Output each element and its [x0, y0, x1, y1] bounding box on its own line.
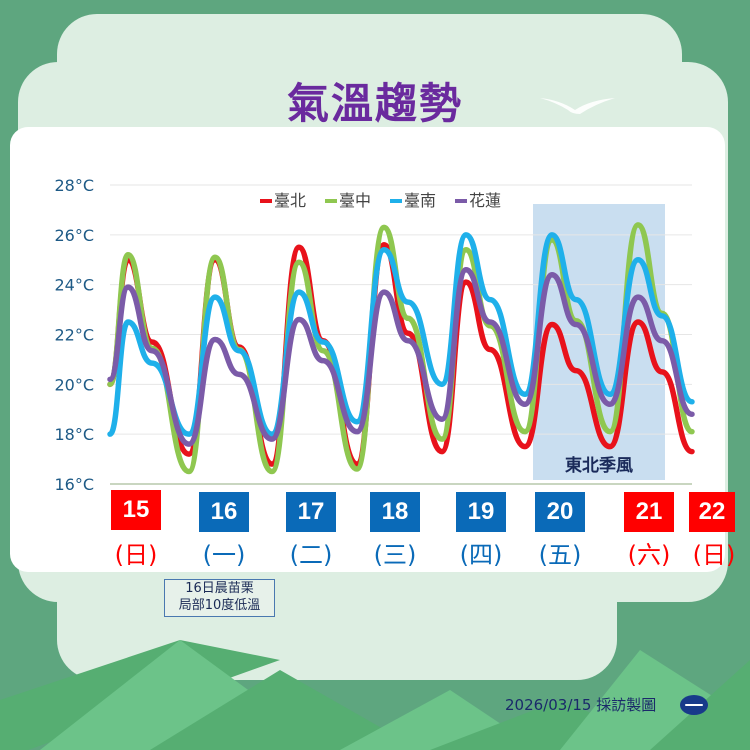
y-tick-label: 16°C — [54, 475, 94, 494]
weekday-label: (日) — [114, 541, 158, 569]
series-line-臺南 — [107, 232, 695, 437]
legend-label: 臺南 — [404, 191, 436, 210]
seagull-icon — [540, 98, 615, 114]
weekday-label: (五) — [538, 541, 582, 569]
weekday-label: (三) — [373, 541, 417, 569]
y-tick-label: 20°C — [54, 375, 94, 394]
date-box-16: 16 — [199, 492, 249, 532]
y-tick-label: 18°C — [54, 425, 94, 444]
date-box-20: 20 — [535, 492, 585, 532]
cna-logo-icon — [680, 695, 708, 715]
page-title: 氣溫趨勢 — [286, 79, 463, 128]
date-box-18: 18 — [370, 492, 420, 532]
series-line-花蓮 — [107, 266, 695, 447]
date-box-19: 19 — [456, 492, 506, 532]
weekday-label: (一) — [202, 541, 246, 569]
date-box-21: 21 — [624, 492, 674, 532]
credit-text: 2026/03/15 採訪製圖 — [505, 696, 657, 714]
date-box-22: 22 — [689, 492, 735, 532]
legend-swatch — [325, 199, 337, 203]
weekday-label: (六) — [627, 541, 671, 569]
date-box-17: 17 — [286, 492, 336, 532]
y-tick-label: 22°C — [54, 326, 94, 345]
weekday-label: (二) — [289, 541, 333, 569]
y-tick-label: 26°C — [54, 226, 94, 245]
weekday-label: (四) — [459, 541, 503, 569]
legend-label: 臺北 — [274, 191, 306, 210]
legend-swatch — [455, 199, 467, 203]
weekday-label: (日) — [692, 541, 736, 569]
annotation-note: 16日晨苗栗 局部10度低溫 — [164, 579, 275, 617]
y-tick-label: 28°C — [54, 176, 94, 195]
note-line1: 16日晨苗栗 — [185, 581, 254, 596]
legend-label: 花蓮 — [469, 191, 501, 210]
note-line2: 局部10度低溫 — [178, 598, 261, 613]
legend-label: 臺中 — [339, 191, 371, 210]
y-tick-label: 24°C — [54, 276, 94, 295]
legend-swatch — [260, 199, 272, 203]
legend-swatch — [390, 199, 402, 203]
date-box-15: 15 — [111, 490, 161, 530]
monsoon-label: 東北季風 — [565, 455, 633, 476]
